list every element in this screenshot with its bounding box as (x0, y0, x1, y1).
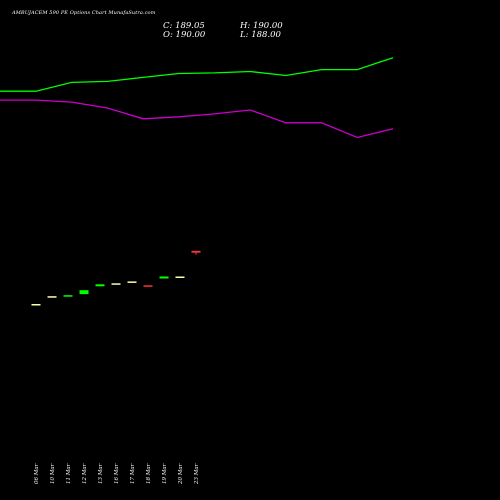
upper-band-line (0, 57, 394, 92)
candle-18-mar (143, 285, 153, 287)
candles-layer (31, 250, 201, 306)
candle-16-mar (111, 283, 121, 285)
date-tick-label: 23 Mar (194, 463, 200, 485)
candle-19-mar (159, 276, 169, 279)
date-tick-label: 19 Mar (162, 463, 168, 484)
low-value: L: 188.00 (240, 30, 281, 40)
bands-layer (0, 57, 394, 139)
candle-11-mar (63, 295, 73, 297)
date-tick-label: 12 Mar (82, 463, 88, 484)
lower-band-line (0, 99, 394, 139)
candle-17-mar (127, 281, 137, 283)
open-value: O: 190.00 (163, 30, 206, 40)
date-tick-label: 16 Mar (114, 463, 120, 484)
chart-title: AMBUJACEM 590 PE Options Chart MunafaSut… (12, 10, 156, 16)
close-value: C: 189.05 (163, 21, 205, 31)
candle-10-mar (47, 296, 57, 298)
date-axis: 06 Mar 10 Mar 11 Mar 12 Mar 13 Mar 16 Mar 17 M… (34, 463, 200, 485)
candle-20-mar (175, 276, 185, 278)
candle-12-mar (79, 290, 89, 295)
date-tick-label: 13 Mar (98, 463, 104, 484)
date-tick-label: 18 Mar (146, 463, 152, 484)
candle-13-mar (95, 284, 105, 287)
candle-23-mar (191, 250, 201, 253)
date-tick-label: 06 Mar (34, 463, 40, 484)
date-tick-label: 17 Mar (130, 463, 136, 484)
date-tick-label: 10 Mar (50, 463, 56, 484)
candle-06-mar (31, 304, 41, 306)
date-tick-label: 20 Mar (178, 463, 184, 485)
date-tick-label: 11 Mar (66, 463, 72, 484)
high-value: H: 190.00 (240, 21, 283, 31)
